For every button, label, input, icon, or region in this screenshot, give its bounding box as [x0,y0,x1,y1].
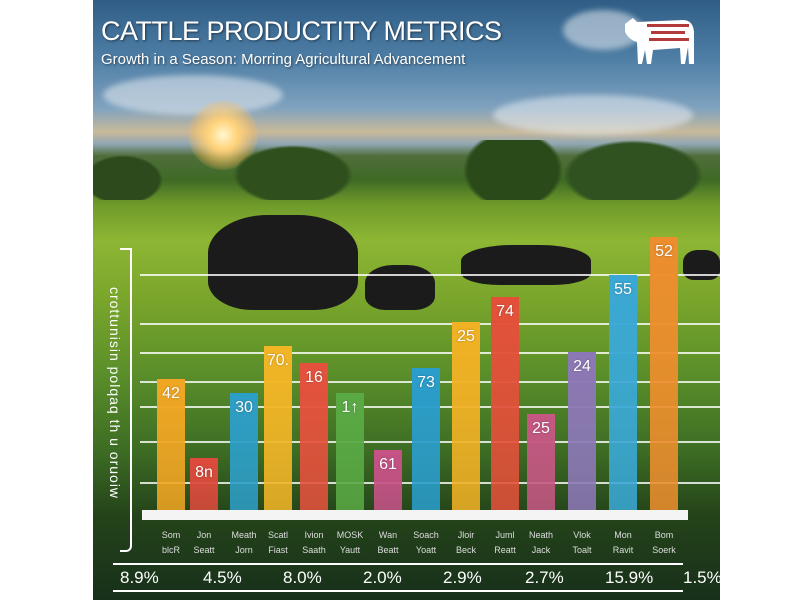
category-label: Scatl Fiast [267,530,288,555]
bar-data-label: 30 [235,398,253,416]
category-label: Mon Ravit [612,530,634,555]
category-label: Meath Jorn [231,530,257,555]
category-label: Som blcR [161,530,181,555]
percentage-value: 1.5% [683,568,720,587]
category-label: MOSK Yautt [336,530,364,555]
gridline [140,323,720,325]
bar-data-label: 70. [266,352,290,370]
category-label: Vlok Toalt [572,530,592,555]
gridline [140,274,720,276]
bar: 74 [491,297,519,510]
bar-data-label: 73 [417,374,435,392]
chart-subtitle: Growth in a Season: Morring Agricultural… [101,51,466,68]
bar-data-label: 1↑ [341,398,359,416]
y-axis-bracket [120,248,132,552]
category-label: Neath Jack [528,530,554,555]
infographic-poster: CATTLE PRODUCTITY METRICS Growth in a Se… [93,0,720,600]
percentage-value: 8.0% [283,568,322,587]
cow-image [461,245,591,285]
bar: 25 [452,321,480,510]
bar: 8n [190,458,218,510]
bar-data-label: 74 [496,303,514,321]
chart-baseline [142,510,688,520]
bar: 73 [412,368,440,510]
bar: 30 [230,392,258,510]
bar-data-label: 16 [305,368,323,386]
bar-data-label: 25 [457,327,475,345]
percentage-value: 2.7% [525,568,564,587]
bar: 1↑ [336,392,364,510]
bar-data-label: 61 [379,455,397,473]
bar: 61 [374,449,402,510]
bar: 25 [527,414,555,510]
category-label: Juml Reatt [494,530,516,555]
divider [113,590,683,592]
bar: 16 [300,362,328,510]
y-axis-label: crottunisin polqaq th u oruoiw [107,286,123,500]
bar-data-label: 8n [195,464,213,482]
category-label: Ivion Saath [302,530,326,555]
chart-title: CATTLE PRODUCTITY METRICS [101,16,502,46]
bar: 42 [157,378,185,510]
cow-image [365,265,435,310]
category-label: Bom Soerk [652,530,676,555]
percentage-value: 2.9% [443,568,482,587]
bar-data-label: 24 [573,357,591,375]
bar: 52 [650,237,678,510]
percentage-value: 8.9% [120,568,159,587]
gridline [140,352,720,354]
percentage-value: 15.9% [605,568,654,587]
bar: 55 [609,275,637,510]
divider [113,563,683,565]
cow-image [208,215,358,310]
category-label: Wan Beatt [377,530,399,555]
bar: 24 [568,351,596,510]
bar: 70. [264,346,292,510]
category-label: Soach Yoatt [413,530,439,555]
bar-data-label: 25 [532,420,550,438]
percentage-value: 4.5% [203,568,242,587]
cloud [103,75,283,115]
cow-logo-icon [625,18,694,64]
percentage-value: 2.0% [363,568,402,587]
category-label: Jon Seatt [193,530,215,555]
bar-data-label: 52 [655,243,673,260]
bar-data-label: 42 [162,384,180,402]
category-label: Jloir Beck [455,530,476,555]
treeline [93,140,720,200]
cloud [493,95,693,135]
bar-data-label: 55 [614,281,632,299]
